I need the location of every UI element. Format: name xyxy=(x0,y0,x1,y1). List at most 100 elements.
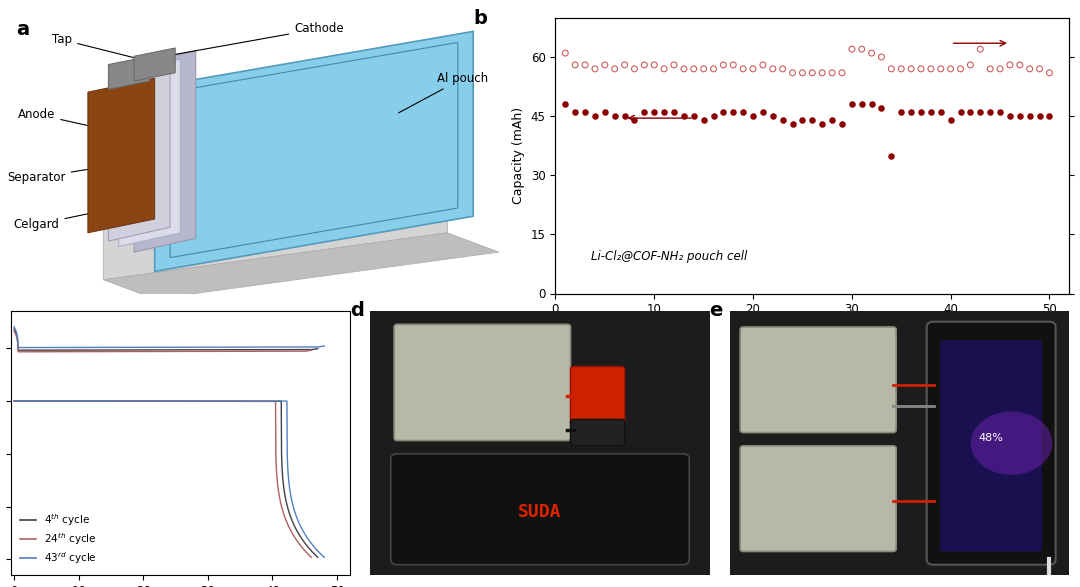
Circle shape xyxy=(971,411,1052,475)
Point xyxy=(636,60,653,70)
Point xyxy=(982,107,999,117)
Point xyxy=(696,64,713,73)
Point xyxy=(734,64,752,73)
FancyBboxPatch shape xyxy=(740,446,896,552)
Point xyxy=(685,64,702,73)
Point xyxy=(596,60,613,70)
Polygon shape xyxy=(108,56,149,89)
Point xyxy=(843,45,861,54)
Point xyxy=(1041,112,1058,121)
Point xyxy=(962,107,980,117)
Point xyxy=(903,107,920,117)
FancyBboxPatch shape xyxy=(391,454,689,565)
Point xyxy=(794,68,811,77)
Point xyxy=(616,60,633,70)
Point xyxy=(1001,60,1018,70)
Point xyxy=(853,45,870,54)
Polygon shape xyxy=(104,233,499,299)
Point xyxy=(774,116,792,125)
Point xyxy=(715,60,732,70)
Point xyxy=(903,64,920,73)
Point xyxy=(892,107,909,117)
Text: 48%: 48% xyxy=(978,433,1003,443)
Point xyxy=(882,64,900,73)
Point xyxy=(577,60,594,70)
Text: Separator: Separator xyxy=(8,161,136,184)
Point xyxy=(675,112,692,121)
Text: e: e xyxy=(710,301,723,319)
Point xyxy=(813,119,831,129)
Point xyxy=(625,64,643,73)
Point xyxy=(696,116,713,125)
Polygon shape xyxy=(104,50,447,280)
Legend: 4$^{th}$ cycle, 24$^{th}$ cycle, 43$^{rd}$ cycle: 4$^{th}$ cycle, 24$^{th}$ cycle, 43$^{rd… xyxy=(16,508,102,570)
Point xyxy=(1011,60,1028,70)
Text: Anode: Anode xyxy=(17,107,121,133)
Text: Celgard: Celgard xyxy=(14,206,126,231)
Point xyxy=(942,64,959,73)
Text: a: a xyxy=(16,21,29,39)
Point xyxy=(1011,112,1028,121)
Point xyxy=(913,107,930,117)
Point xyxy=(606,112,623,121)
Point xyxy=(804,68,821,77)
Point xyxy=(685,112,702,121)
Point xyxy=(567,107,584,117)
Point xyxy=(567,60,584,70)
Point xyxy=(665,107,683,117)
Point xyxy=(646,60,663,70)
Point xyxy=(765,112,782,121)
Point xyxy=(577,107,594,117)
Point xyxy=(1021,64,1038,73)
FancyBboxPatch shape xyxy=(570,366,625,425)
Point xyxy=(596,107,613,117)
Y-axis label: Capacity (mAh): Capacity (mAh) xyxy=(512,107,525,204)
Point xyxy=(834,119,851,129)
Point xyxy=(922,107,940,117)
Point xyxy=(1031,112,1049,121)
Point xyxy=(951,107,969,117)
Point xyxy=(606,64,623,73)
Point xyxy=(922,64,940,73)
Point xyxy=(586,64,604,73)
Point xyxy=(913,64,930,73)
FancyBboxPatch shape xyxy=(941,340,1042,552)
Point xyxy=(1041,68,1058,77)
Point xyxy=(991,107,1009,117)
Polygon shape xyxy=(87,78,154,233)
Point xyxy=(675,64,692,73)
Point xyxy=(754,107,771,117)
Point xyxy=(784,68,801,77)
Polygon shape xyxy=(154,31,473,271)
Point xyxy=(863,48,880,58)
Point xyxy=(991,64,1009,73)
Point xyxy=(744,64,761,73)
Point xyxy=(794,116,811,125)
Point xyxy=(834,68,851,77)
FancyBboxPatch shape xyxy=(927,322,1055,565)
Point xyxy=(705,112,723,121)
FancyBboxPatch shape xyxy=(394,324,570,440)
Point xyxy=(1021,112,1038,121)
Point xyxy=(942,116,959,125)
Text: Al pouch: Al pouch xyxy=(399,72,488,113)
Point xyxy=(932,64,949,73)
Point xyxy=(705,64,723,73)
Point xyxy=(823,116,840,125)
Polygon shape xyxy=(134,48,175,81)
Point xyxy=(892,64,909,73)
Polygon shape xyxy=(134,50,195,252)
Point xyxy=(873,103,890,113)
Point xyxy=(1031,64,1049,73)
Point xyxy=(625,116,643,125)
Point xyxy=(715,107,732,117)
Point xyxy=(744,112,761,121)
Text: Cathode: Cathode xyxy=(167,22,343,56)
Point xyxy=(972,107,989,117)
Point xyxy=(665,60,683,70)
Text: b: b xyxy=(473,9,487,28)
Point xyxy=(882,151,900,160)
X-axis label: Cycle number: Cycle number xyxy=(769,322,855,335)
Point xyxy=(774,64,792,73)
Point xyxy=(616,112,633,121)
